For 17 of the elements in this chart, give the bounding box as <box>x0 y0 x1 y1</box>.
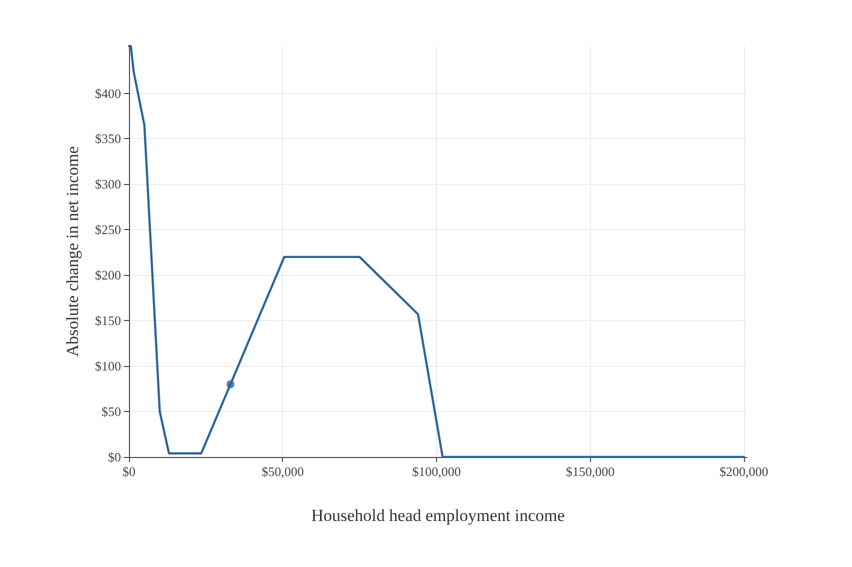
y-tick-label: $400 <box>95 86 121 101</box>
y-axis-title: Absolute change in net income <box>63 146 82 357</box>
x-axis-title: Household head employment income <box>311 506 565 525</box>
x-tick-label: $150,000 <box>566 464 615 479</box>
y-tick-label: $350 <box>95 131 121 146</box>
y-tick-label: $150 <box>95 313 121 328</box>
y-tick-label: $250 <box>95 222 121 238</box>
y-tick-label: $50 <box>102 404 121 420</box>
x-tick-label: $0 <box>122 464 136 479</box>
y-tick-label: $200 <box>95 268 121 283</box>
x-tick-label: $50,000 <box>262 464 304 479</box>
y-tick-label: $300 <box>95 176 121 192</box>
x-tick-label: $100,000 <box>412 464 461 479</box>
x-tick-label: $200,000 <box>720 464 768 479</box>
y-tick-label: $100 <box>95 358 121 374</box>
line-series <box>128 44 746 458</box>
y-tick-label: $0 <box>108 450 121 464</box>
